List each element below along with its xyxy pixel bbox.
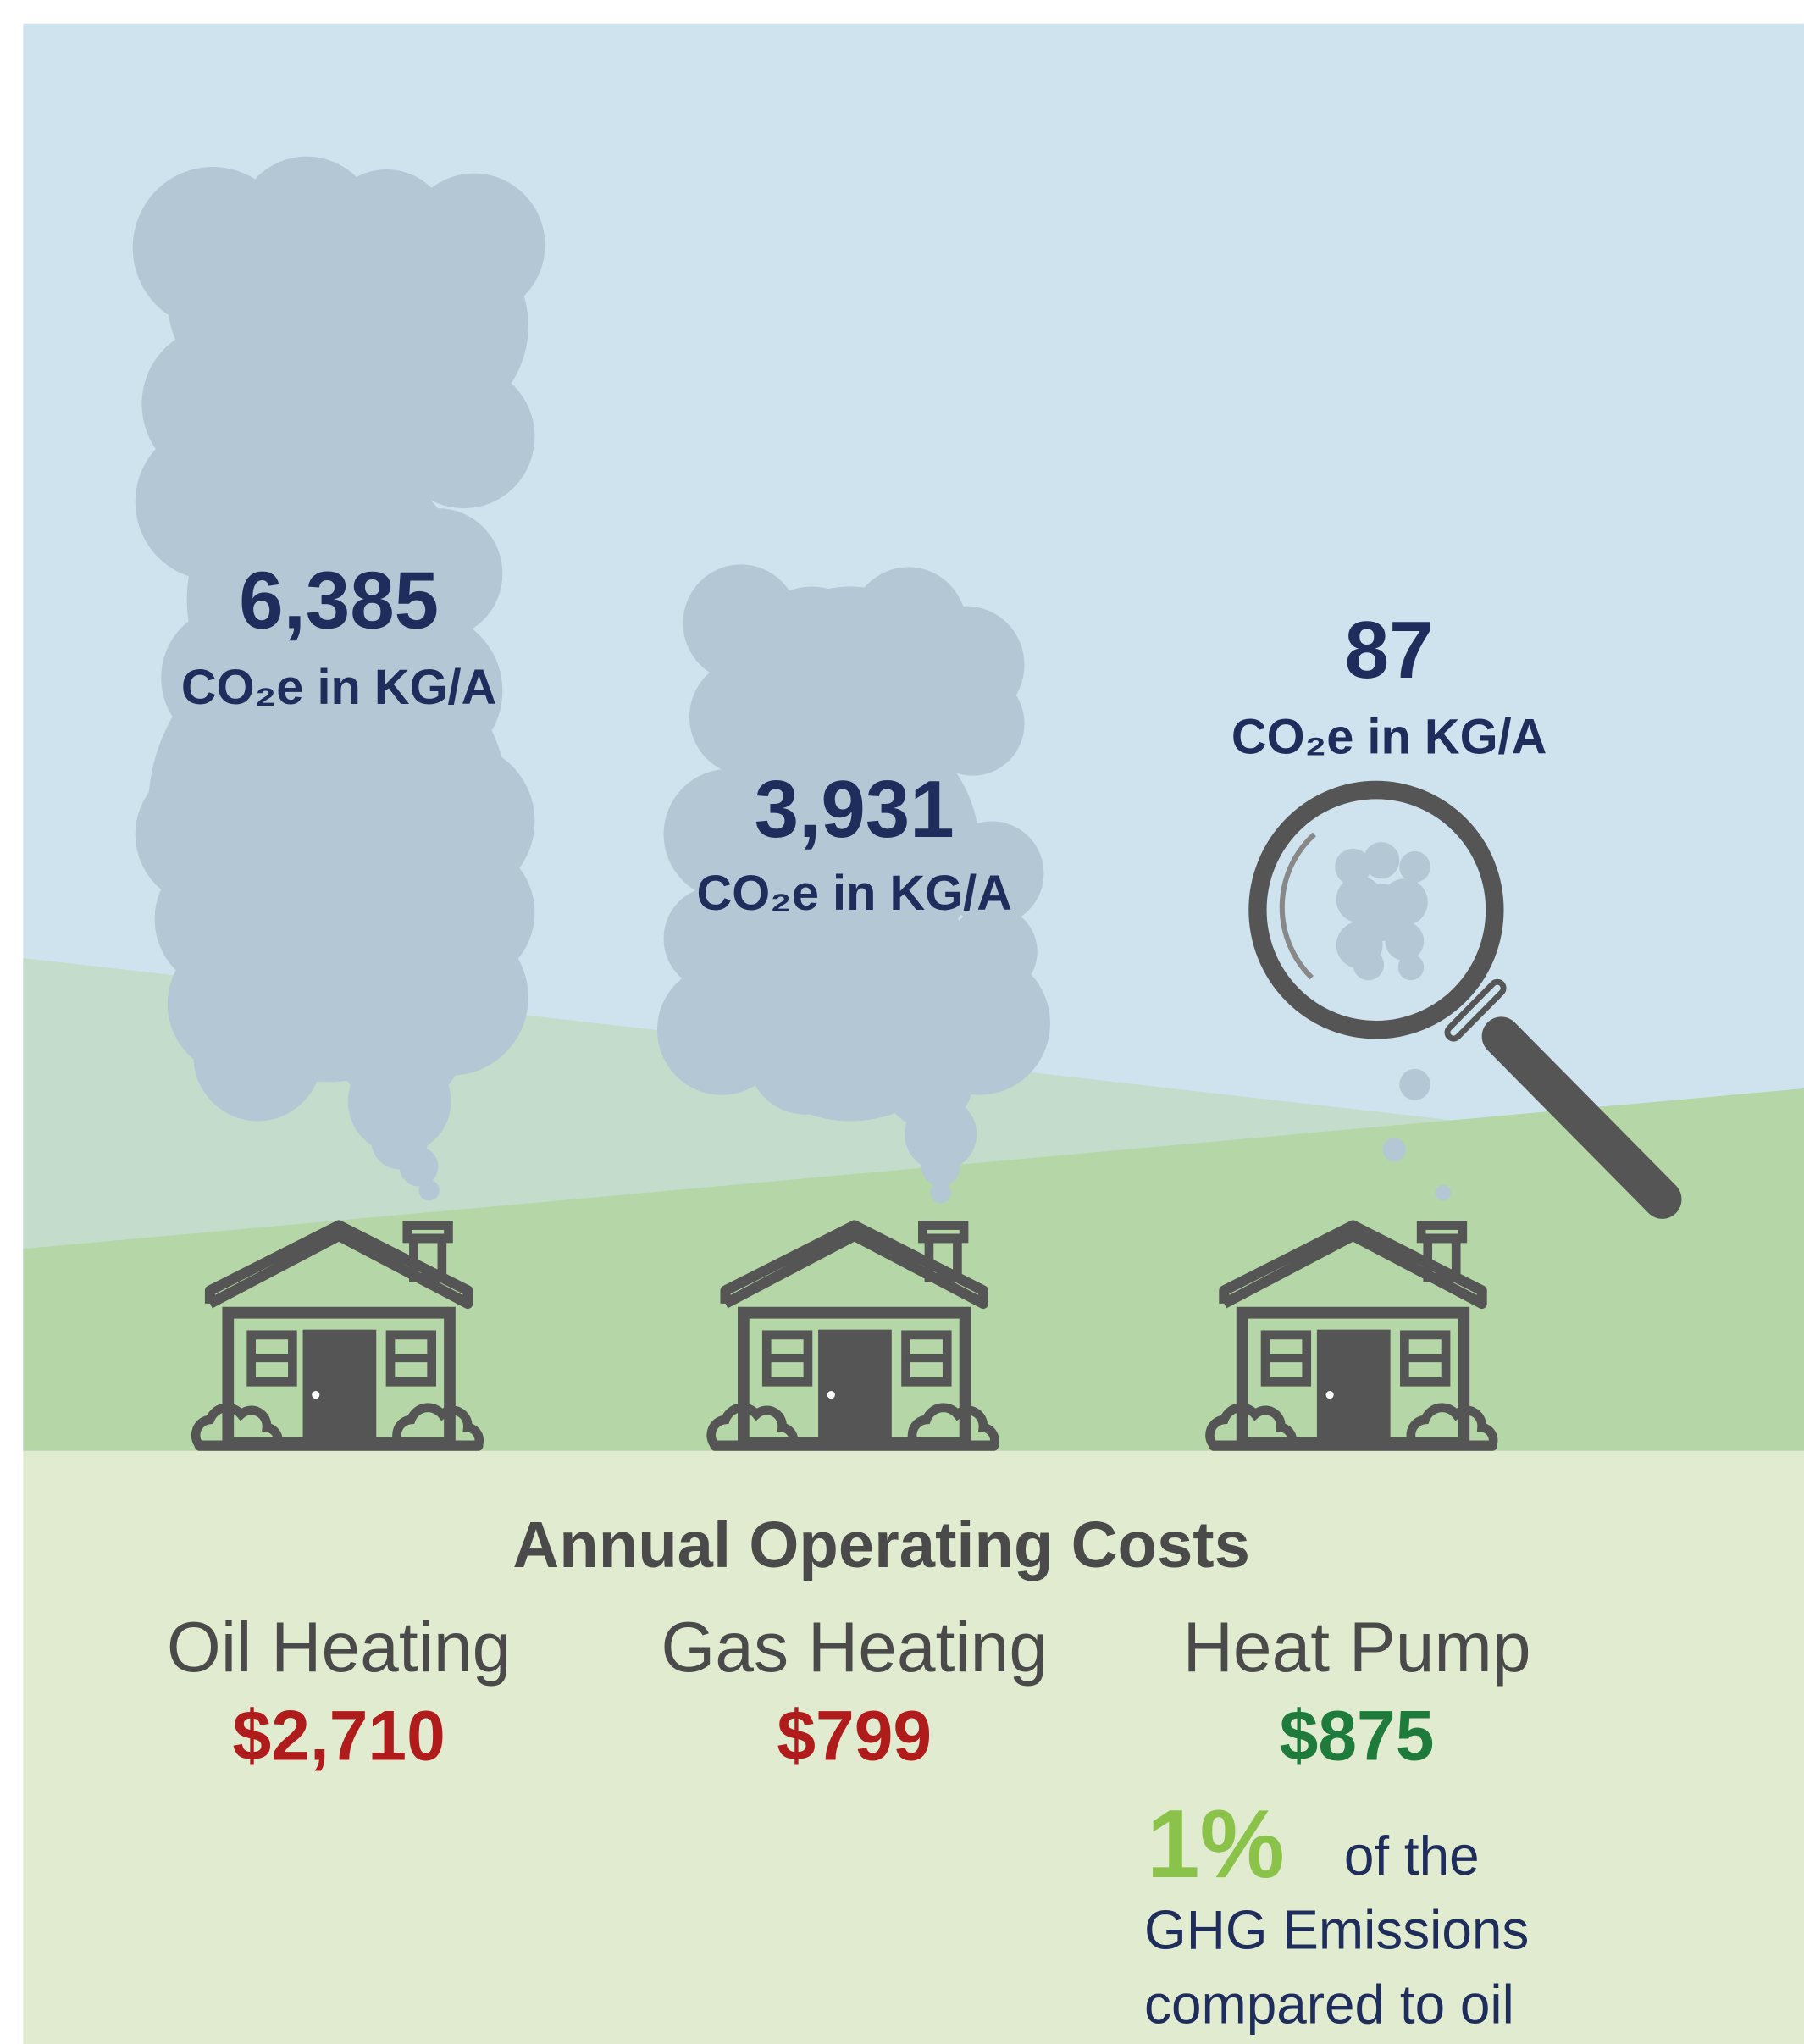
cost-value: $2,710 [232,1696,445,1775]
costs-title: Annual Operating Costs [512,1509,1250,1581]
cloud-puff [905,1097,977,1171]
note-line: compared to oil [1144,1974,1514,2035]
cost-label: Heat Pump [1183,1607,1531,1687]
cloud-puff [921,671,1025,776]
magnified-cloud [1335,842,1430,981]
clouds [132,156,1452,1204]
note-line: GHG Emissions [1144,1899,1529,1960]
cloud-puff [1399,1068,1430,1100]
cloud-puff [747,997,864,1115]
emission-value: 87 [1345,606,1434,696]
cloud-puff [1399,850,1430,883]
cloud-puff [399,1147,439,1187]
ground-panel [23,1450,1804,2044]
cost-value: $799 [777,1696,932,1775]
emission-unit: CO₂e in KG/A [1231,709,1547,764]
cloud-puff [1335,848,1371,885]
cloud-puff [347,1049,451,1154]
emission-unit: CO₂e in KG/A [696,866,1011,921]
cloud-puff [940,821,1044,926]
emission-value: 6,385 [239,556,439,646]
emission-unit: CO₂e in KG/A [181,660,496,715]
cloud-puff [921,1147,960,1187]
note-line: of the [1344,1825,1480,1886]
cloud-puff [1397,954,1425,981]
note-highlight: 1% [1147,1789,1285,1897]
emission-value: 3,931 [755,764,955,855]
cloud-puff [1353,949,1385,981]
cloud-puff [1382,1138,1406,1162]
cloud-puff [1435,1184,1452,1201]
cost-value: $875 [1280,1696,1435,1775]
cloud-puff [193,990,323,1122]
cloud-puff [418,1179,440,1201]
cloud-puff [1363,842,1400,879]
cost-label: Gas Heating [661,1607,1048,1687]
cloud-puff [930,1182,951,1204]
cost-label: Oil Heating [167,1607,511,1687]
cloud-puff [1385,922,1425,961]
